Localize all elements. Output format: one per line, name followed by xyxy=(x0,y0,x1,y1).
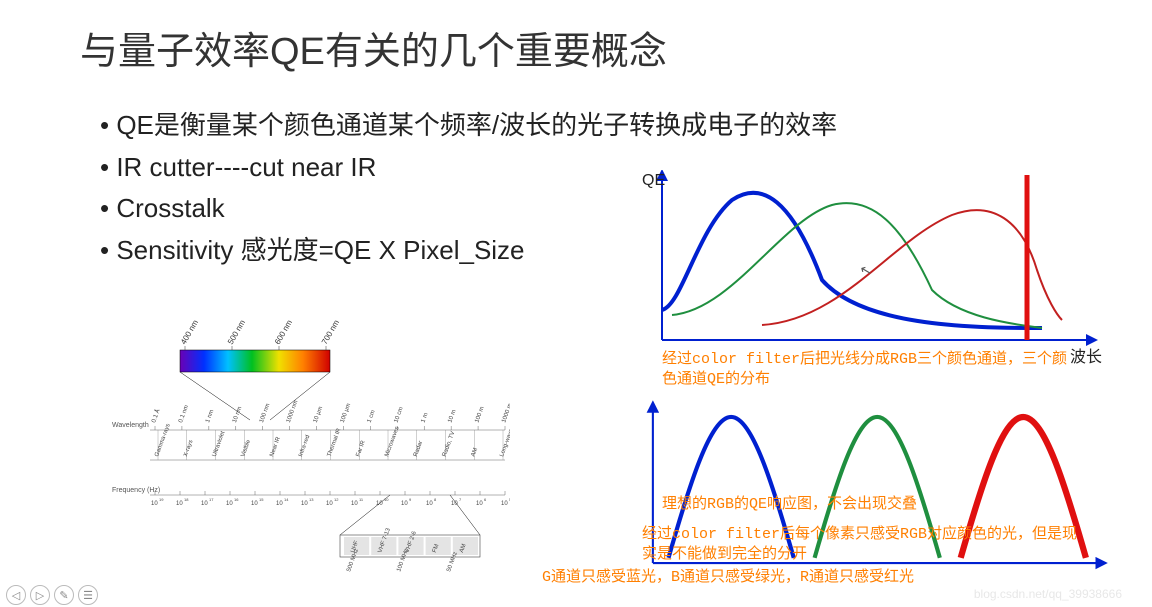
next-icon[interactable]: ▷ xyxy=(30,585,50,605)
band-label: Radio, TV xyxy=(442,431,457,458)
annotation-text: 经过color filter后把光线分成RGB三个颜色通道，三个颜色通道QE的分… xyxy=(662,350,1082,389)
svg-text:18: 18 xyxy=(184,497,189,502)
wavelength-tick-label: 1 m xyxy=(420,412,429,423)
wavelength-tick-label: 100 nm xyxy=(259,403,271,424)
qe-top-series xyxy=(662,175,1062,340)
nm-tick-label: 400 nm xyxy=(179,320,200,346)
frequency-ticks: 1019101810171016101510141013101210111010… xyxy=(151,491,510,507)
wavelength-tick-label: 0.1 nm xyxy=(178,404,190,423)
svg-text:13: 13 xyxy=(309,497,314,502)
freq-tick-label: 10 xyxy=(276,501,283,507)
svg-text:19: 19 xyxy=(159,497,164,502)
slide-container: 与量子效率QE有关的几个重要概念 QE是衡量某个颜色通道某个频率/波长的光子转换… xyxy=(0,0,1152,607)
band-label: Far IR xyxy=(355,439,367,457)
wavelength-tick-label: 100 m xyxy=(474,406,485,424)
band-label: Visible xyxy=(240,439,252,458)
freq-tick-label: 10 xyxy=(251,501,258,507)
svg-text:14: 14 xyxy=(284,497,289,502)
wavelength-tick-label: 1000 m xyxy=(501,403,510,424)
slide-title: 与量子效率QE有关的几个重要概念 xyxy=(80,20,1092,75)
y-axis-label: QE xyxy=(642,172,665,189)
band-label: AM xyxy=(470,447,479,458)
wavelength-tick-label: 1 nm xyxy=(205,409,215,424)
freq-tick-label: 10 xyxy=(326,501,333,507)
svg-text:8: 8 xyxy=(434,497,437,502)
freq-tick-label: 10 xyxy=(376,501,383,507)
svg-text:12: 12 xyxy=(334,497,339,502)
qe-curve-blue xyxy=(662,193,1042,328)
band-label: X-rays xyxy=(183,439,195,457)
svg-text:17: 17 xyxy=(209,497,214,502)
freq-tick-label: 10 xyxy=(201,501,208,507)
wavelength-tick-label: 1000 nm xyxy=(286,400,300,424)
wavelength-tick-label: 10 m xyxy=(447,409,457,424)
freq-tick-label: 10 xyxy=(226,501,233,507)
wavelength-ticks: 0.1 Å0.1 nm1 nm10 nm100 nm1000 nm10 µm10… xyxy=(150,400,510,430)
svg-text:5: 5 xyxy=(509,497,510,502)
band-label: Microwaves xyxy=(384,426,400,458)
freq-tick-label: 10 xyxy=(426,501,433,507)
svg-text:9: 9 xyxy=(409,497,412,502)
nm-labels: 400 nm 500 nm 600 nm 700 nm xyxy=(179,320,341,350)
freq-tick-label: 10 xyxy=(476,501,483,507)
freq-tick-label: 10 xyxy=(176,501,183,507)
freq-tick-label: 10 xyxy=(501,501,508,507)
visible-spectrum-bar xyxy=(180,350,330,372)
band-label: Radar xyxy=(413,440,424,457)
edit-icon[interactable]: ✎ xyxy=(54,585,74,605)
nm-tick-label: 700 nm xyxy=(320,320,341,346)
bullet-item: QE是衡量某个颜色通道某个频率/波长的光子转换成电子的效率 xyxy=(100,105,1092,147)
wavelength-tick-label: 0.1 Å xyxy=(150,408,161,424)
frequency-row-label: Frequency (Hz) xyxy=(112,487,160,494)
wavelength-tick-label: 10 cm xyxy=(394,406,405,423)
band-label: Near IR xyxy=(269,436,282,458)
nm-tick-label: 500 nm xyxy=(226,320,247,346)
annotation-text: 理想的RGB的QE响应图，不会出现交叠 xyxy=(662,495,1082,515)
band-label: Ultraviolet xyxy=(212,430,227,457)
band-label: Gamma-rays xyxy=(154,423,171,458)
svg-text:11: 11 xyxy=(359,497,364,502)
qe-curve-red xyxy=(762,210,1062,325)
svg-text:7: 7 xyxy=(459,497,462,502)
freq-tick-label: 10 xyxy=(301,501,308,507)
em-spectrum-diagram: 400 nm 500 nm 600 nm 700 nm Wavelength 0.1 … xyxy=(110,320,510,580)
radio-band-labels: UHFVHF 7-13VHF 2-6FMAM xyxy=(344,527,478,555)
annotation-text: 经过color filter后每个像素只感受RGB对应颜色的光，但是现实是不能做… xyxy=(642,525,1082,564)
svg-text:16: 16 xyxy=(234,497,239,502)
band-labels: Gamma-rays X-rays Ultraviolet Visible Near I… xyxy=(154,423,510,460)
nm-tick-label: 600 nm xyxy=(273,320,294,346)
prev-icon[interactable]: ◁ xyxy=(6,585,26,605)
menu-icon[interactable]: ☰ xyxy=(78,585,98,605)
svg-text:15: 15 xyxy=(259,497,264,502)
svg-text:6: 6 xyxy=(484,497,487,502)
freq-tick-label: 10 xyxy=(351,501,358,507)
freq-tick-label: 10 xyxy=(451,501,458,507)
wavelength-tick-label: 1 cm xyxy=(367,409,377,423)
band-label: Infra-red xyxy=(298,434,311,457)
wavelength-tick-label: 100 µm xyxy=(340,403,353,424)
band-label: Thermal IR xyxy=(327,427,343,458)
wavelength-tick-label: 10 µm xyxy=(313,406,324,424)
qe-curve-green xyxy=(672,203,1042,328)
radio-freq-label: 100 MHz xyxy=(396,548,410,573)
wavelength-row-label: Wavelength xyxy=(112,422,149,429)
freq-tick-label: 10 xyxy=(401,501,408,507)
watermark-text: blog.csdn.net/qq_39938666 xyxy=(974,587,1122,601)
freq-tick-label: 10 xyxy=(151,501,158,507)
